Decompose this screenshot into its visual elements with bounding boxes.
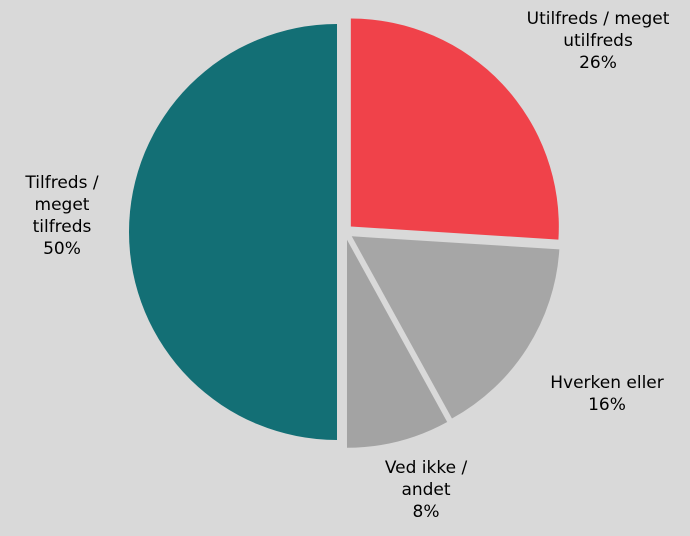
value-label: 16% <box>588 395 626 415</box>
category-name: Utilfreds / meget utilfreds <box>526 9 670 51</box>
value-label: 26% <box>579 53 617 73</box>
category-name: Ved ikke / andet <box>384 458 468 500</box>
value-label: 50% <box>43 239 81 259</box>
pie-slice <box>351 236 560 419</box>
pie-slice <box>350 18 559 240</box>
slice-label: Ved ikke / andet 8% <box>371 457 481 523</box>
value-label: 8% <box>412 502 440 522</box>
slice-label: Hverken eller 16% <box>527 372 687 416</box>
category-name: Tilfreds / meget tilfreds <box>25 173 99 237</box>
pie-slice <box>129 24 337 440</box>
pie-slice <box>346 239 448 448</box>
category-name: Hverken eller <box>550 373 664 393</box>
slice-label: Utilfreds / meget utilfreds 26% <box>503 8 690 74</box>
slice-label: Tilfreds / meget tilfreds 50% <box>7 172 117 260</box>
